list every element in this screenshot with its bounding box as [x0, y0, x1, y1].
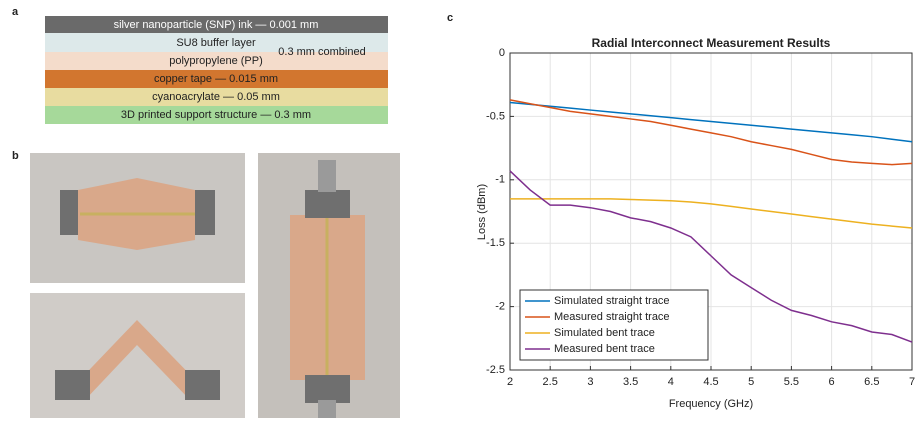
layer-label: SU8 buffer layer [176, 37, 256, 49]
x-tick-label: 5 [748, 376, 754, 388]
axes-box [509, 52, 913, 371]
legend-label: Measured straight trace [554, 311, 670, 323]
series-line [509, 99, 913, 166]
legend-label: Simulated straight trace [554, 295, 670, 307]
photo [258, 153, 400, 418]
y-axis-label: Loss (dBm) [476, 184, 488, 240]
legend-box [519, 289, 709, 361]
layer-label: copper tape — 0.015 mm [154, 73, 278, 85]
y-tick-label: -1 [495, 174, 505, 186]
chart-title: Radial Interconnect Measurement Results [592, 36, 831, 50]
layer-label: silver nanoparticle (SNP) ink — 0.001 mm [114, 19, 319, 31]
y-tick-label: -2.5 [486, 364, 505, 376]
x-tick-label: 5.5 [784, 376, 799, 388]
x-tick-label: 6 [829, 376, 835, 388]
x-tick-label: 7 [909, 376, 915, 388]
x-tick-label: 6.5 [864, 376, 879, 388]
legend-label: Measured bent trace [554, 343, 655, 355]
layer [45, 52, 388, 70]
x-tick-label: 2.5 [543, 376, 558, 388]
x-axis-label: Frequency (GHz) [669, 398, 753, 410]
x-tick-label: 2 [507, 376, 513, 388]
y-tick-label: -2 [495, 301, 505, 313]
combined-note: 0.3 mm combined [278, 46, 365, 58]
legend-label: Simulated bent trace [554, 327, 655, 339]
series-line [510, 198, 913, 229]
layer [45, 33, 388, 52]
layer [45, 70, 388, 88]
layer [45, 106, 388, 124]
y-tick-label: -1.5 [486, 237, 505, 249]
series-line [509, 101, 913, 143]
layer-label: 3D printed support structure — 0.3 mm [121, 109, 311, 121]
panel-label: a [12, 6, 19, 18]
panel-label: c [447, 12, 453, 24]
x-tick-label: 4.5 [703, 376, 718, 388]
layer [45, 16, 388, 33]
y-tick-label: 0 [499, 47, 505, 59]
photo [30, 153, 245, 283]
panel-label: b [12, 150, 19, 162]
layer-label: cyanoacrylate — 0.05 mm [152, 91, 280, 103]
x-tick-label: 3.5 [623, 376, 638, 388]
y-tick-label: -0.5 [486, 110, 505, 122]
layer-label: polypropylene (PP) [169, 55, 263, 67]
x-tick-label: 3 [587, 376, 593, 388]
photo [30, 293, 245, 418]
layer [45, 88, 388, 106]
x-tick-label: 4 [668, 376, 674, 388]
series-line [509, 170, 913, 343]
